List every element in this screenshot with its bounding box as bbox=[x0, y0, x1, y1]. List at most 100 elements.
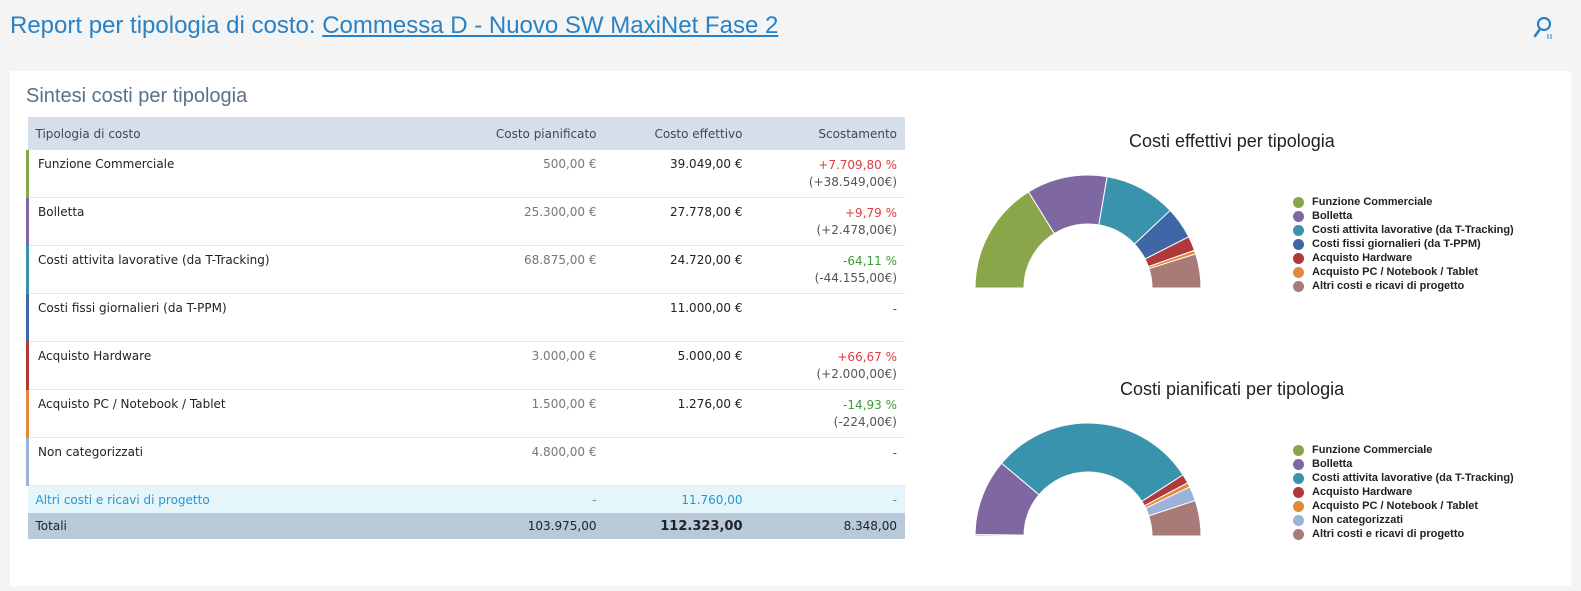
legend-dot-icon bbox=[1293, 486, 1304, 498]
legend-label: Non categorizzati bbox=[1312, 514, 1404, 526]
row-actual: 24.720,00 € bbox=[604, 245, 751, 294]
legend-dot-icon bbox=[1293, 280, 1304, 292]
row-planned: 25.300,00 € bbox=[433, 197, 605, 246]
legend-label: Bolletta bbox=[1312, 210, 1353, 222]
planned-costs-donut-chart bbox=[974, 422, 1202, 537]
donut-slice[interactable] bbox=[1148, 253, 1202, 289]
legend-item[interactable]: Altri costi e ricavi di progetto bbox=[1293, 279, 1514, 293]
planned-costs-chart-title: Costi pianificati per tipologia bbox=[1120, 379, 1345, 399]
legend-label: Funzione Commerciale bbox=[1312, 444, 1433, 456]
legend-item[interactable]: Bolletta bbox=[1293, 209, 1514, 223]
row-actual: 39.049,00 € bbox=[604, 150, 751, 198]
legend-dot-icon bbox=[1293, 266, 1304, 278]
row-variance: +7.709,80 % (+38.549,00€) bbox=[750, 150, 905, 198]
table-header-row: Tipologia di costo Costo pianificato Cos… bbox=[27, 117, 905, 150]
cost-summary-table: Tipologia di costo Costo pianificato Cos… bbox=[26, 117, 905, 539]
legend-label: Acquisto PC / Notebook / Tablet bbox=[1312, 500, 1479, 512]
legend-label: Funzione Commerciale bbox=[1312, 196, 1433, 208]
legend-item[interactable]: Costi fissi giornalieri (da T-PPM) bbox=[1293, 237, 1514, 251]
planned-costs-legend: Funzione Commerciale Bolletta Costi attivi… bbox=[1293, 443, 1514, 541]
legend-item[interactable]: Costi attivita lavorative (da T-Tracking… bbox=[1293, 223, 1514, 237]
variance-amount: (-224,00€) bbox=[833, 415, 897, 429]
row-planned bbox=[433, 293, 605, 342]
legend-label: Altri costi e ricavi di progetto bbox=[1312, 280, 1465, 292]
legend-dot-icon bbox=[1293, 238, 1304, 250]
table-row[interactable]: Bolletta 25.300,00 € 27.778,00 € +9,79 %… bbox=[26, 197, 905, 246]
table-row[interactable]: Acquisto Hardware 3.000,00 € 5.000,00 € … bbox=[26, 341, 905, 390]
row-actual: 1.276,00 € bbox=[604, 389, 751, 438]
legend-item[interactable]: Costi attivita lavorative (da T-Tracking… bbox=[1293, 471, 1514, 485]
donut-slice[interactable] bbox=[1148, 499, 1202, 537]
legend-dot-icon bbox=[1293, 196, 1304, 208]
legend-dot-icon bbox=[1293, 210, 1304, 222]
project-link[interactable]: Commessa D - Nuovo SW MaxiNet Fase 2 bbox=[322, 12, 779, 39]
row-variance: -64,11 % (-44.155,00€) bbox=[750, 245, 905, 294]
legend-label: Costi fissi giornalieri (da T-PPM) bbox=[1312, 238, 1481, 250]
table-row[interactable]: Funzione Commerciale 500,00 € 39.049,00 … bbox=[26, 150, 905, 198]
other-costs-name[interactable]: Altri costi e ricavi di progetto bbox=[27, 485, 434, 513]
row-planned: 3.000,00 € bbox=[433, 341, 605, 390]
variance-percent: -14,93 % bbox=[843, 398, 897, 412]
variance-percent: +66,67 % bbox=[837, 350, 897, 364]
legend-dot-icon bbox=[1293, 514, 1304, 526]
variance-percent: +7.709,80 % bbox=[818, 158, 897, 172]
row-name: Costi fissi giornalieri (da T-PPM) bbox=[26, 293, 434, 342]
row-variance: +66,67 % (+2.000,00€) bbox=[750, 341, 905, 390]
variance-percent: - bbox=[892, 446, 897, 460]
row-name: Costi attivita lavorative (da T-Tracking… bbox=[26, 245, 434, 294]
variance-amount: (+38.549,00€) bbox=[808, 175, 897, 189]
legend-item[interactable]: Acquisto PC / Notebook / Tablet bbox=[1293, 499, 1514, 513]
legend-dot-icon bbox=[1293, 458, 1304, 470]
totals-row: Totali 103.975,00 112.323,00 8.348,00 bbox=[27, 513, 905, 539]
table-row[interactable]: Costi attivita lavorative (da T-Tracking… bbox=[26, 245, 905, 294]
table-row[interactable]: Costi fissi giornalieri (da T-PPM) 11.00… bbox=[26, 293, 905, 342]
column-header-actual[interactable]: Costo effettivo bbox=[604, 117, 751, 150]
row-actual: 11.000,00 € bbox=[604, 293, 751, 342]
actual-costs-donut-chart bbox=[974, 174, 1202, 289]
legend-item[interactable]: Acquisto Hardware bbox=[1293, 485, 1514, 499]
other-costs-row[interactable]: Altri costi e ricavi di progetto - 11.76… bbox=[27, 485, 905, 513]
legend-label: Altri costi e ricavi di progetto bbox=[1312, 528, 1465, 540]
search-icon[interactable] bbox=[1533, 16, 1557, 42]
table-row[interactable]: Acquisto PC / Notebook / Tablet 1.500,00… bbox=[26, 389, 905, 438]
legend-label: Costi attivita lavorative (da T-Tracking… bbox=[1312, 472, 1514, 484]
variance-amount: (-44.155,00€) bbox=[814, 271, 897, 285]
other-costs-actual: 11.760,00 bbox=[604, 485, 751, 513]
row-planned: 1.500,00 € bbox=[433, 389, 605, 438]
row-planned: 4.800,00 € bbox=[433, 437, 605, 486]
other-costs-variance: - bbox=[750, 485, 905, 513]
row-variance: - bbox=[750, 437, 905, 486]
variance-percent: -64,11 % bbox=[843, 254, 897, 268]
legend-item[interactable]: Altri costi e ricavi di progetto bbox=[1293, 527, 1514, 541]
column-header-variance[interactable]: Scostamento bbox=[750, 117, 905, 150]
column-header-type[interactable]: Tipologia di costo bbox=[27, 117, 434, 150]
legend-item[interactable]: Funzione Commerciale bbox=[1293, 443, 1514, 457]
row-variance: +9,79 % (+2.478,00€) bbox=[750, 197, 905, 246]
legend-item[interactable]: Acquisto Hardware bbox=[1293, 251, 1514, 265]
legend-dot-icon bbox=[1293, 224, 1304, 236]
legend-label: Costi attivita lavorative (da T-Tracking… bbox=[1312, 224, 1514, 236]
row-actual: 5.000,00 € bbox=[604, 341, 751, 390]
legend-item[interactable]: Bolletta bbox=[1293, 457, 1514, 471]
row-planned: 68.875,00 € bbox=[433, 245, 605, 294]
row-name: Bolletta bbox=[26, 197, 434, 246]
table-row[interactable]: Non categorizzati 4.800,00 € - bbox=[26, 437, 905, 486]
legend-item[interactable]: Acquisto PC / Notebook / Tablet bbox=[1293, 265, 1514, 279]
legend-item[interactable]: Funzione Commerciale bbox=[1293, 195, 1514, 209]
row-variance: - bbox=[750, 293, 905, 342]
totals-label: Totali bbox=[27, 513, 434, 539]
legend-dot-icon bbox=[1293, 444, 1304, 456]
donut-slice[interactable] bbox=[1000, 422, 1184, 503]
row-name: Funzione Commerciale bbox=[26, 150, 434, 198]
totals-actual: 112.323,00 bbox=[604, 513, 751, 539]
variance-percent: +9,79 % bbox=[845, 206, 897, 220]
column-header-planned[interactable]: Costo pianificato bbox=[433, 117, 605, 150]
actual-costs-legend: Funzione Commerciale Bolletta Costi attivi… bbox=[1293, 195, 1514, 293]
row-actual: 27.778,00 € bbox=[604, 197, 751, 246]
legend-item[interactable]: Non categorizzati bbox=[1293, 513, 1514, 527]
row-name: Acquisto Hardware bbox=[26, 341, 434, 390]
legend-dot-icon bbox=[1293, 472, 1304, 484]
row-name: Non categorizzati bbox=[26, 437, 434, 486]
row-variance: -14,93 % (-224,00€) bbox=[750, 389, 905, 438]
page-title: Report per tipologia di costo: Commessa … bbox=[10, 12, 778, 40]
